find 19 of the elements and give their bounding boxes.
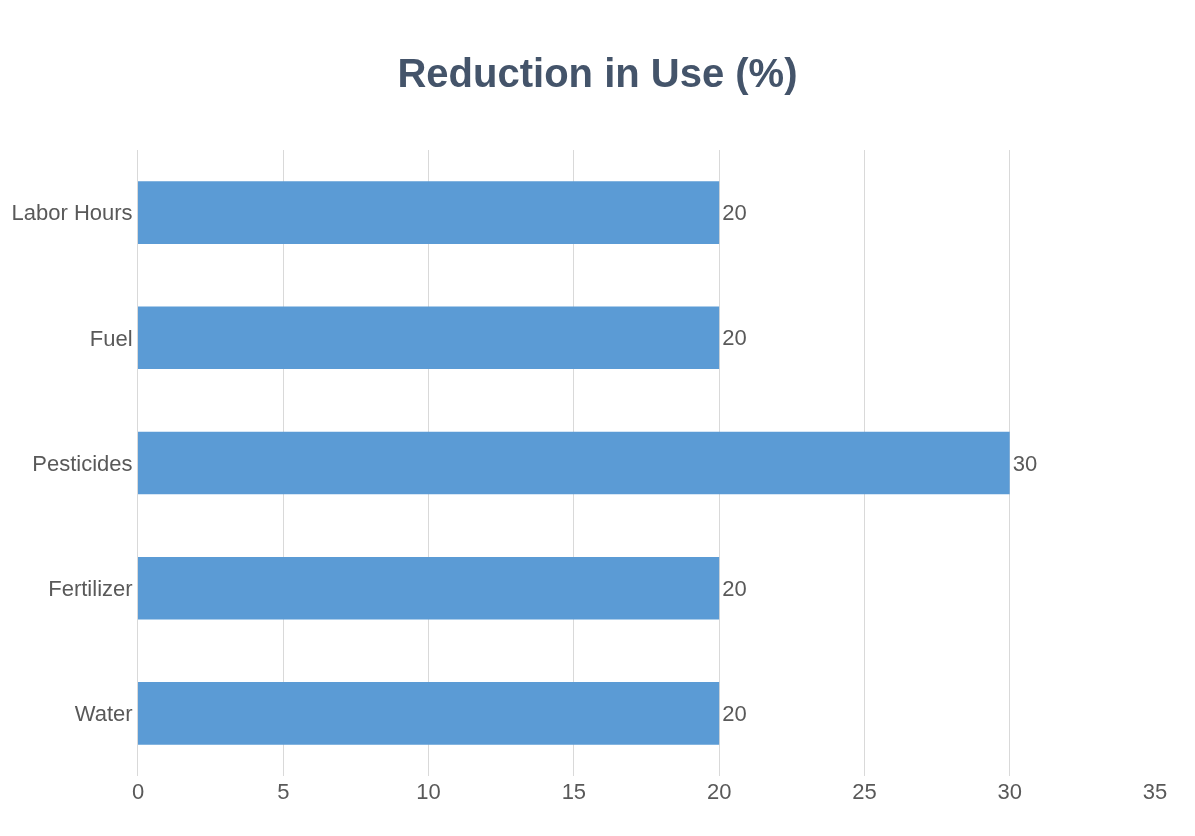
x-tick-label: 0 xyxy=(131,779,145,804)
chart-title: Reduction in Use (%) xyxy=(397,50,798,95)
data-label: 20 xyxy=(722,575,747,601)
data-label: 20 xyxy=(722,200,747,226)
data-label: 20 xyxy=(722,700,747,726)
x-tick-label: 25 xyxy=(852,779,877,804)
data-label: 30 xyxy=(1012,450,1038,476)
data-label: 20 xyxy=(722,325,747,351)
x-tick-label: 20 xyxy=(706,779,732,804)
y-tick-label: Water xyxy=(74,701,133,727)
x-tick-label: 30 xyxy=(997,779,1022,804)
y-tick-label: Fuel xyxy=(89,325,133,351)
x-tick-label: 15 xyxy=(561,779,587,804)
y-tick-label: Fertilizer xyxy=(48,575,133,601)
x-tick-label: 5 xyxy=(277,779,290,804)
y-tick-label: Labor Hours xyxy=(11,200,133,226)
x-tick-label: 10 xyxy=(416,779,441,804)
x-tick-label: 35 xyxy=(1142,779,1168,804)
y-tick-label: Pesticides xyxy=(32,450,133,476)
